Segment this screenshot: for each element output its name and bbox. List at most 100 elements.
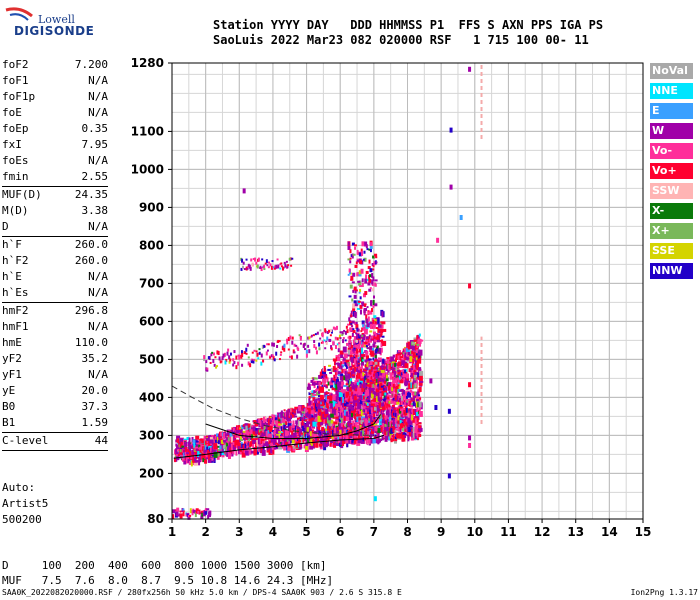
echo-point	[369, 287, 372, 290]
echo-point	[384, 423, 389, 428]
echo-point	[380, 426, 383, 433]
echo-point	[232, 427, 235, 432]
echo-point	[413, 364, 416, 371]
echo-point	[372, 426, 376, 432]
echo-point	[189, 508, 192, 514]
echo-point	[389, 363, 392, 370]
echo-point	[240, 439, 244, 442]
echo-point	[404, 416, 408, 420]
echo-point	[368, 248, 371, 251]
echo-point	[324, 413, 329, 418]
echo-point	[339, 429, 344, 434]
echo-point	[293, 343, 296, 347]
echo-point	[334, 380, 337, 385]
echo-point	[216, 365, 219, 368]
echo-point	[359, 411, 363, 417]
echo-point	[324, 347, 327, 350]
echo-point	[221, 356, 224, 361]
echo-point	[350, 344, 354, 349]
echo-point	[365, 398, 369, 402]
echo-point	[368, 387, 372, 390]
echo-point	[335, 355, 340, 359]
echo-point	[254, 257, 257, 262]
echo-point	[213, 451, 218, 458]
echo-point	[360, 268, 364, 274]
echo-point	[222, 444, 227, 449]
echo-point	[284, 442, 289, 446]
echo-point	[187, 441, 190, 447]
echo-point	[271, 342, 274, 347]
echo-point	[310, 379, 314, 383]
echo-point	[323, 442, 328, 448]
param-value: N/A	[88, 220, 108, 233]
echo-point	[398, 408, 402, 414]
echo-point	[412, 426, 415, 432]
echo-point	[205, 457, 209, 460]
echo-point	[374, 282, 377, 287]
echo-point	[271, 422, 276, 427]
echo-point	[414, 354, 417, 358]
echo-point	[342, 389, 345, 394]
echo-point	[331, 380, 336, 383]
echo-point	[357, 393, 361, 396]
echo-point	[354, 303, 358, 307]
echo-point	[350, 275, 354, 281]
echo-point	[239, 431, 242, 434]
y-tick-label: 200	[139, 466, 164, 480]
echo-point	[224, 360, 227, 365]
echo-point	[351, 360, 354, 366]
echo-point	[307, 336, 310, 340]
echo-point	[307, 403, 311, 406]
echo-point	[193, 443, 196, 449]
x-tick-label: 5	[302, 525, 310, 539]
echo-point	[196, 442, 200, 445]
echo-point	[382, 328, 387, 332]
param-name: hmE	[2, 336, 22, 349]
echo-point	[198, 444, 201, 448]
param-value: N/A	[88, 320, 108, 333]
echo-point	[232, 358, 235, 362]
header-labels: Station YYYY DAY DDD HHMMSS P1 FFS S AXN…	[213, 18, 604, 32]
logo-text-digisonde: DIGISONDE	[14, 24, 95, 38]
param-value: N/A	[88, 74, 108, 87]
echo-point	[395, 395, 399, 402]
echo-point	[242, 430, 246, 433]
echo-point	[390, 398, 395, 404]
echo-point	[348, 427, 351, 432]
echo-point	[329, 441, 334, 447]
echo-point	[333, 374, 336, 381]
echo-point	[318, 426, 321, 431]
echo-point	[285, 421, 288, 426]
echo-point	[227, 348, 230, 352]
echo-point	[418, 394, 421, 397]
echo-point	[313, 381, 316, 386]
echo-point	[361, 278, 364, 283]
echo-point	[415, 351, 419, 356]
echo-point	[315, 403, 318, 410]
echo-point	[378, 405, 381, 409]
echo-point	[398, 383, 401, 389]
echo-point	[239, 427, 242, 430]
echo-point	[459, 215, 463, 220]
echo-point	[406, 387, 410, 390]
echo-point	[415, 415, 420, 421]
echo-point	[363, 426, 368, 431]
echo-point	[351, 298, 354, 302]
echo-point	[346, 342, 349, 346]
auto-version: 500200	[2, 513, 42, 526]
echo-point	[195, 451, 198, 456]
auto-label: Auto:	[2, 481, 36, 494]
echo-point	[360, 373, 363, 379]
echo-point	[338, 392, 343, 398]
echo-point	[395, 412, 399, 418]
echo-point	[248, 448, 252, 455]
echo-point	[218, 436, 223, 439]
echo-point	[362, 405, 366, 409]
echo-point	[375, 417, 380, 423]
echo-point	[343, 403, 348, 407]
echo-point	[377, 378, 382, 381]
echo-point	[355, 399, 359, 403]
echo-point	[333, 432, 338, 439]
echo-point	[342, 337, 345, 340]
echo-point	[335, 390, 340, 395]
